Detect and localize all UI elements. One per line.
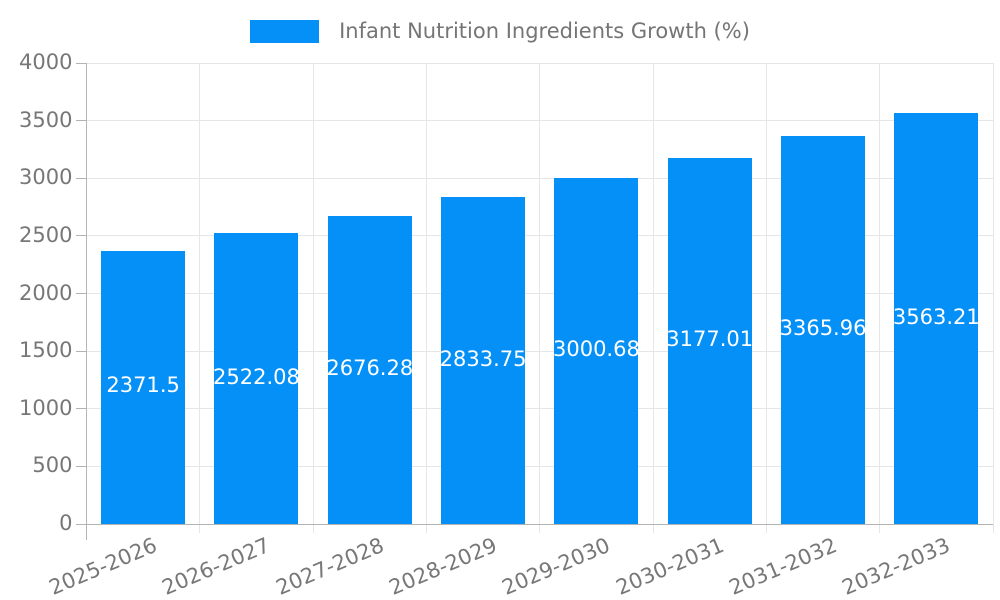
y-axis-tick [75,235,87,237]
bar[interactable] [894,113,979,524]
y-axis-tick [75,177,87,179]
y-axis-tick [75,408,87,410]
y-tick-label: 500 [32,453,73,478]
x-grid-line [765,63,767,533]
bar-value-label: 3365.96 [779,316,867,341]
y-axis-tick [75,62,87,64]
x-grid-line [539,63,541,533]
y-tick-label: 1500 [19,338,73,363]
bar[interactable] [554,178,639,524]
bar-value-label: 3177.01 [666,326,754,351]
bar[interactable] [327,215,412,524]
x-grid-line [199,63,201,533]
y-tick-label: 3000 [19,165,73,190]
y-axis-line [86,63,87,540]
bar[interactable] [101,250,186,524]
bar-value-label: 3563.21 [892,304,980,329]
bar[interactable] [214,233,299,524]
x-grid-line [992,63,994,533]
y-tick-label: 2000 [19,280,73,305]
bar-value-label: 2522.08 [213,364,300,389]
y-axis-tick [75,350,87,352]
y-tick-label: 0 [59,511,73,535]
bar-value-label: 2371.5 [106,373,180,398]
y-tick-label: 4000 [19,50,73,74]
bar[interactable] [441,197,526,524]
bar-value-label: 2833.75 [439,346,527,371]
x-axis-line [75,523,993,525]
y-tick-label: 2500 [19,222,73,247]
bar[interactable] [781,136,866,524]
y-axis-tick [75,120,87,122]
chart-legend[interactable]: Infant Nutrition Ingredients Growth (%) [0,17,1000,45]
bar-value-label: 2676.28 [326,355,414,380]
bar[interactable] [667,157,752,524]
x-grid-line [879,63,881,533]
x-grid-line [312,63,314,533]
y-axis-tick [75,465,87,467]
chart-title: Infant Nutrition Ingredients Growth (%) [339,19,750,43]
x-grid-line [425,63,427,533]
y-axis-tick [75,293,87,294]
legend-swatch [250,19,320,43]
y-tick-label: 1000 [19,395,73,420]
x-grid-line [652,63,654,533]
bar-value-label: 3000.68 [552,337,640,362]
y-tick-label: 3500 [19,107,73,132]
